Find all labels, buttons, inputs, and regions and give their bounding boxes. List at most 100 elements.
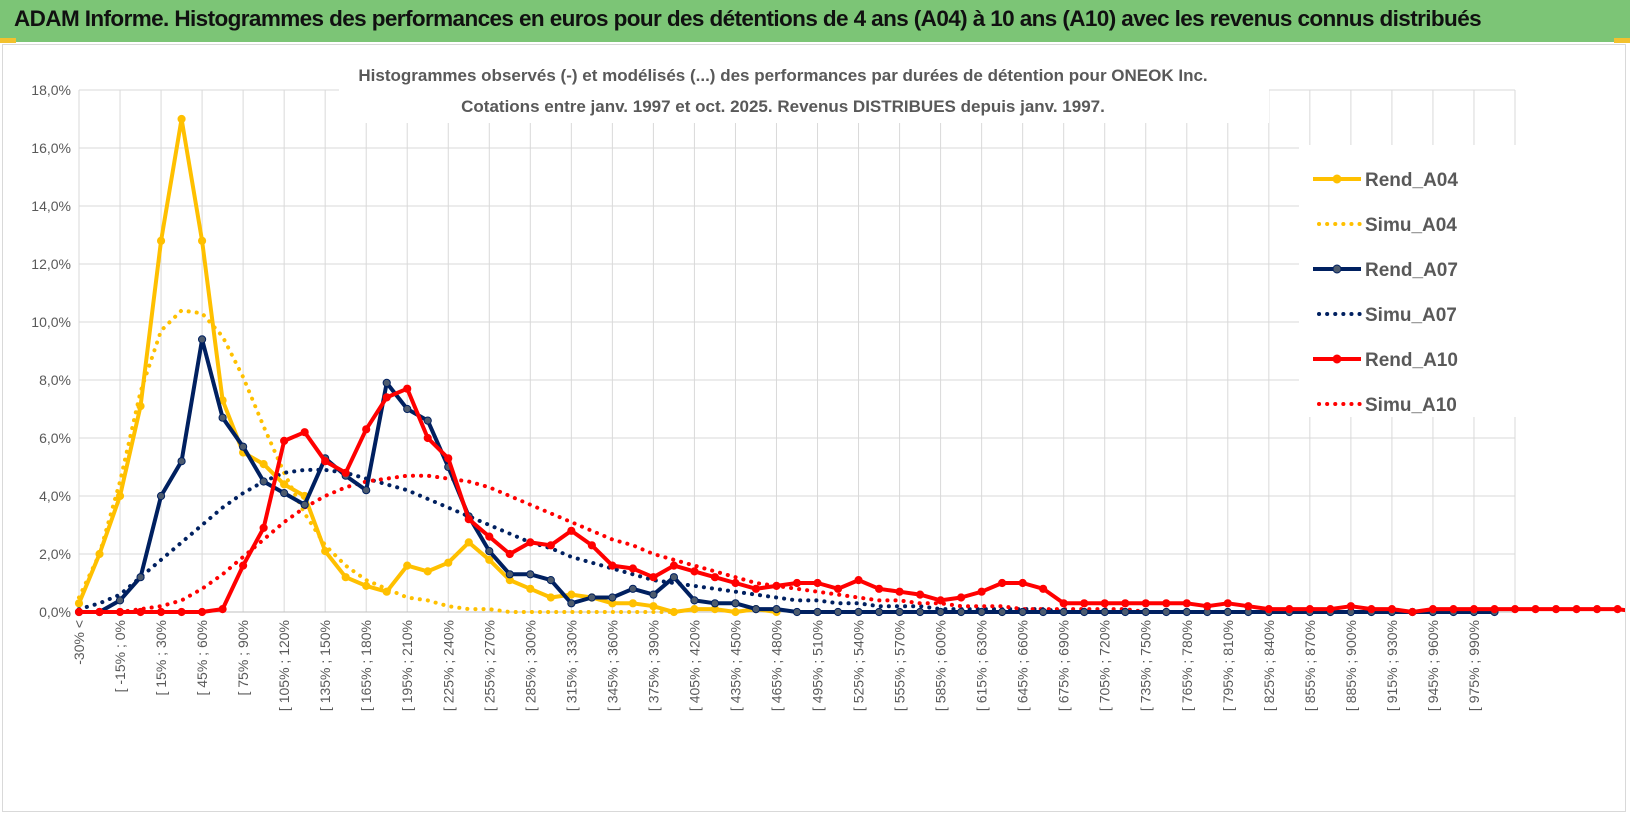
x-tick-label: [ 945% ; 960% (1425, 620, 1441, 711)
data-point (1326, 605, 1335, 614)
data-point (915, 607, 925, 617)
data-point (977, 607, 986, 617)
x-tick-label: [ 435% ; 450% (727, 620, 743, 711)
x-tick-label: [ 765% ; 780% (1179, 620, 1195, 711)
x-axis-ticks: -30% < [ -15% ; 0% [ 15% ; 30% [ 45% ; 60… (71, 620, 1482, 711)
x-tick-label: [ 75% ; 90% (235, 620, 251, 696)
data-point (1039, 607, 1048, 617)
chart-frame: 0,0% 2,0% 4,0% 6,0% 8,0% 10,0% 12,0% 14,0% 16,0%… (2, 44, 1626, 812)
x-tick-label: [ 855% ; 870% (1302, 620, 1318, 711)
legend-label: Rend_A07 (1365, 260, 1458, 281)
data-point (587, 593, 596, 602)
data-point (177, 607, 186, 617)
data-point (546, 576, 555, 585)
series-line (77, 117, 777, 614)
legend-item-Rend_A10: Rend_A10 (1313, 350, 1458, 371)
y-tick-label: 0,0% (39, 604, 71, 620)
data-point (197, 236, 207, 245)
legend: Rend_A04 Simu_A04 Rend_A07 Simu_A07 Rend_A10… (1313, 170, 1458, 416)
data-point (628, 564, 637, 573)
data-point (1531, 605, 1540, 614)
data-point (115, 491, 125, 501)
series-Simu_A10 (77, 473, 1333, 614)
data-point (1510, 605, 1520, 614)
data-point (936, 596, 945, 605)
x-tick-label: [ 405% ; 420% (686, 620, 702, 711)
data-point (567, 526, 576, 535)
y-tick-label: 4,0% (39, 488, 71, 504)
data-point (382, 587, 391, 596)
data-point (95, 607, 104, 617)
data-point (485, 532, 494, 541)
header-bar: ADAM Informe. Histogrammes des performan… (0, 0, 1630, 42)
series-Rend_A07 (74, 335, 1499, 617)
data-point (115, 596, 125, 605)
x-tick-label: [ 345% ; 360% (604, 620, 620, 711)
y-axis-ticks: 0,0% 2,0% 4,0% 6,0% 8,0% 10,0% 12,0% 14,0% 16,0%… (31, 82, 71, 620)
data-point (505, 549, 514, 559)
data-point (649, 573, 658, 582)
series-line (79, 386, 1625, 614)
data-point (608, 593, 617, 602)
x-tick-label: [ 465% ; 480% (768, 620, 784, 711)
data-point (628, 584, 637, 593)
data-point (731, 607, 740, 617)
y-tick-label: 8,0% (39, 372, 71, 388)
y-tick-label: 6,0% (39, 430, 71, 446)
x-tick-label: [ 675% ; 690% (1056, 620, 1072, 711)
accent-right (1614, 38, 1630, 43)
data-point (977, 587, 986, 596)
data-point (1223, 607, 1232, 617)
data-point (341, 468, 350, 477)
data-point (1223, 599, 1232, 608)
data-point (197, 607, 207, 617)
data-point (74, 599, 84, 608)
data-point (567, 599, 576, 608)
data-point (731, 599, 740, 608)
series-layer (74, 114, 1625, 617)
data-point (382, 393, 391, 402)
x-tick-label: [ 15% ; 30% (153, 620, 169, 696)
x-tick-label: [ 555% ; 570% (892, 620, 908, 711)
data-point (403, 404, 412, 414)
histogram-chart: 0,0% 2,0% 4,0% 6,0% 8,0% 10,0% 12,0% 14,0% 16,0%… (31, 61, 1625, 711)
data-point (403, 561, 412, 570)
data-point (1141, 599, 1150, 608)
data-point (1551, 605, 1561, 614)
x-tick-label: [ 615% ; 630% (974, 620, 990, 711)
data-point (156, 607, 166, 617)
data-point (813, 578, 822, 588)
data-point (772, 581, 781, 591)
data-point (362, 486, 371, 495)
data-point (1367, 605, 1376, 614)
legend-label: Rend_A10 (1365, 350, 1458, 371)
data-point (505, 570, 514, 579)
x-tick-label: -30% < (71, 620, 87, 665)
data-point (1080, 599, 1089, 608)
data-point (464, 538, 473, 547)
data-point (156, 491, 166, 501)
accent-left (0, 38, 16, 43)
x-tick-label: [ 255% ; 270% (481, 620, 497, 711)
x-tick-label: [ 495% ; 510% (810, 620, 826, 711)
data-point (813, 607, 822, 617)
data-point (1018, 607, 1027, 617)
data-point (403, 384, 412, 393)
x-tick-label: [ 135% ; 150% (317, 620, 333, 711)
data-point (874, 607, 884, 617)
legend-marker (1332, 264, 1342, 274)
data-point (690, 567, 699, 576)
data-point (423, 433, 432, 443)
data-point (874, 584, 884, 593)
x-tick-label: [ 795% ; 810% (1220, 620, 1236, 711)
data-point (587, 541, 596, 550)
x-tick-label: [ -15% ; 0% (112, 620, 128, 692)
legend-item-Simu_A10: Simu_A10 (1317, 395, 1457, 416)
y-tick-label: 16,0% (31, 140, 71, 156)
y-tick-label: 10,0% (31, 314, 71, 330)
data-point (1244, 602, 1253, 611)
data-point (95, 549, 104, 559)
data-point (259, 477, 268, 486)
x-tick-label: [ 315% ; 330% (563, 620, 579, 711)
data-point (792, 578, 802, 588)
